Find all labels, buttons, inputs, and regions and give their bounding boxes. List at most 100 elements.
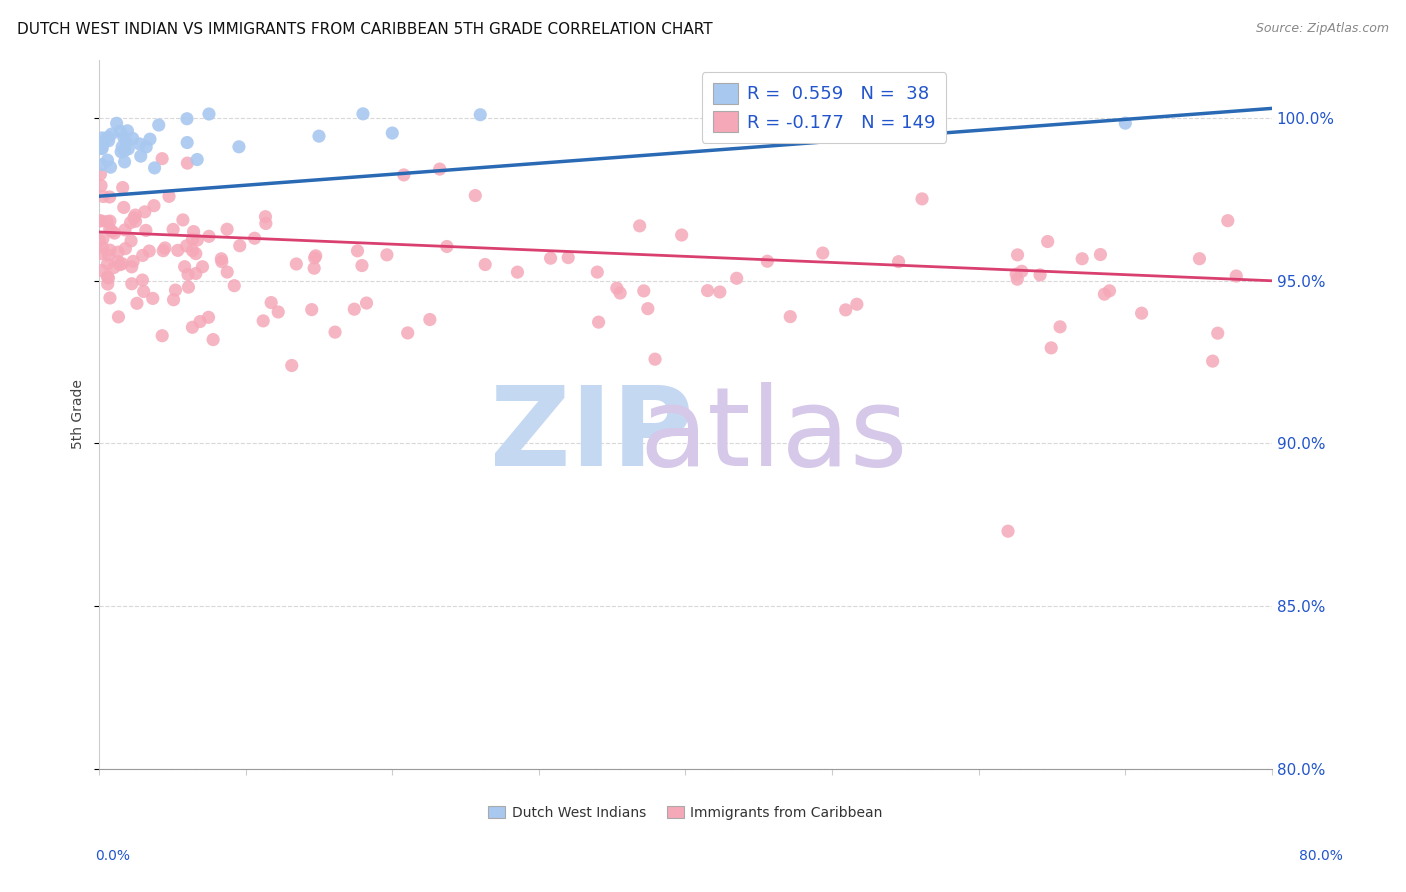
- Point: [107, 255, 129, 269]
- Point: [609, 286, 631, 301]
- Point: [98, 243, 121, 257]
- Text: 0.0%: 0.0%: [96, 849, 131, 863]
- Point: [135, 223, 157, 237]
- Point: [628, 219, 651, 233]
- Point: [188, 315, 211, 329]
- Point: [997, 524, 1019, 539]
- Point: [381, 126, 404, 140]
- Point: [191, 260, 214, 274]
- Point: [181, 244, 204, 258]
- Text: DUTCH WEST INDIAN VS IMMIGRANTS FROM CARIBBEAN 5TH GRADE CORRELATION CHART: DUTCH WEST INDIAN VS IMMIGRANTS FROM CAR…: [17, 22, 713, 37]
- Text: ZIP: ZIP: [489, 382, 693, 489]
- Point: [323, 325, 346, 339]
- Point: [101, 224, 124, 238]
- Point: [139, 132, 162, 146]
- Point: [252, 314, 274, 328]
- Point: [911, 192, 934, 206]
- Point: [176, 156, 198, 170]
- Point: [633, 284, 655, 298]
- Point: [134, 205, 156, 219]
- Point: [103, 260, 125, 275]
- Point: [96, 214, 118, 228]
- Point: [1098, 284, 1121, 298]
- Point: [98, 214, 121, 228]
- Point: [114, 242, 136, 256]
- Point: [644, 352, 666, 367]
- Point: [90, 178, 112, 193]
- Point: [165, 283, 187, 297]
- Point: [1029, 268, 1052, 282]
- Point: [184, 246, 207, 260]
- Point: [1092, 287, 1115, 301]
- Point: [709, 285, 731, 299]
- Point: [152, 244, 174, 258]
- Point: [117, 142, 139, 156]
- Point: [356, 296, 378, 310]
- Point: [894, 108, 917, 122]
- Point: [132, 285, 155, 299]
- Point: [557, 251, 579, 265]
- Point: [128, 136, 150, 151]
- Y-axis label: 5th Grade: 5th Grade: [72, 379, 86, 449]
- Point: [1040, 341, 1063, 355]
- Point: [1007, 272, 1029, 286]
- Point: [122, 254, 145, 268]
- Point: [1206, 326, 1229, 341]
- Text: atlas: atlas: [640, 382, 908, 489]
- Point: [474, 258, 496, 272]
- Point: [131, 248, 153, 262]
- Point: [110, 145, 132, 159]
- Point: [148, 118, 170, 132]
- Point: [756, 254, 779, 268]
- Point: [198, 107, 221, 121]
- Point: [97, 134, 120, 148]
- Point: [243, 231, 266, 245]
- Point: [112, 130, 135, 145]
- Point: [173, 260, 195, 274]
- Point: [725, 271, 748, 285]
- Point: [429, 162, 451, 177]
- Point: [129, 149, 152, 163]
- Point: [305, 249, 328, 263]
- Point: [135, 140, 157, 154]
- Point: [184, 267, 207, 281]
- Point: [91, 142, 114, 156]
- Point: [107, 245, 129, 260]
- Point: [91, 157, 114, 171]
- Point: [375, 248, 398, 262]
- Point: [112, 201, 135, 215]
- Point: [115, 135, 138, 149]
- Point: [217, 265, 239, 279]
- Point: [125, 296, 148, 310]
- Point: [114, 154, 136, 169]
- Point: [105, 116, 128, 130]
- Point: [209, 252, 232, 266]
- Point: [540, 251, 562, 265]
- Point: [110, 124, 132, 138]
- Point: [308, 129, 330, 144]
- Point: [211, 254, 233, 268]
- Point: [120, 234, 142, 248]
- Point: [1090, 247, 1112, 261]
- Point: [153, 241, 176, 255]
- Point: [97, 271, 120, 285]
- Point: [166, 244, 188, 258]
- Point: [464, 188, 486, 202]
- Point: [162, 293, 184, 307]
- Point: [392, 168, 415, 182]
- Point: [96, 257, 118, 271]
- Point: [107, 310, 129, 324]
- Point: [181, 232, 204, 246]
- Point: [90, 214, 112, 228]
- Point: [90, 246, 112, 260]
- Point: [177, 280, 200, 294]
- Text: Source: ZipAtlas.com: Source: ZipAtlas.com: [1256, 22, 1389, 36]
- Point: [117, 124, 139, 138]
- Point: [302, 261, 325, 276]
- Point: [124, 208, 146, 222]
- Point: [887, 254, 910, 268]
- Point: [186, 153, 208, 167]
- Point: [120, 216, 142, 230]
- Point: [97, 277, 120, 291]
- Point: [1005, 267, 1028, 281]
